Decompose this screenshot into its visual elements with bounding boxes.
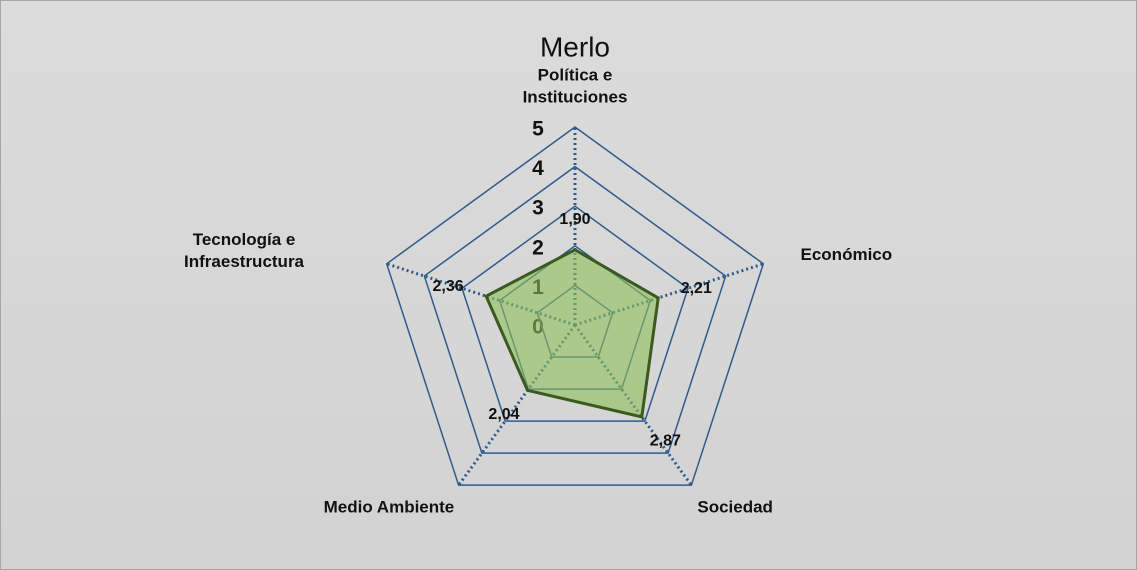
category-label: Política e Instituciones: [522, 65, 628, 107]
spoke: [573, 324, 693, 487]
r-tick-label: 2: [532, 236, 544, 259]
r-tick-label: 4: [532, 157, 544, 180]
value-label: 1,90: [559, 211, 590, 228]
chart-title: Merlo: [540, 31, 610, 62]
r-tick-label: 5: [532, 118, 544, 141]
category-label: Medio Ambiente: [323, 497, 455, 517]
spoke: [386, 262, 576, 327]
value-label: 2,87: [650, 432, 681, 449]
grid-ring: [461, 205, 689, 422]
category-label: Económico: [800, 245, 893, 265]
series-area: [484, 248, 660, 419]
grid-ring: [385, 126, 765, 486]
category-label: Tecnología e Infraestructura: [184, 230, 305, 272]
spoke: [457, 324, 577, 487]
value-label: 2,21: [681, 280, 712, 297]
category-label: Sociedad: [697, 497, 773, 517]
r-tick-label: 3: [532, 197, 544, 220]
value-label: 2,36: [433, 278, 464, 295]
grid-ring: [423, 165, 727, 454]
spoke: [574, 262, 764, 327]
value-label: 2,04: [488, 406, 519, 423]
